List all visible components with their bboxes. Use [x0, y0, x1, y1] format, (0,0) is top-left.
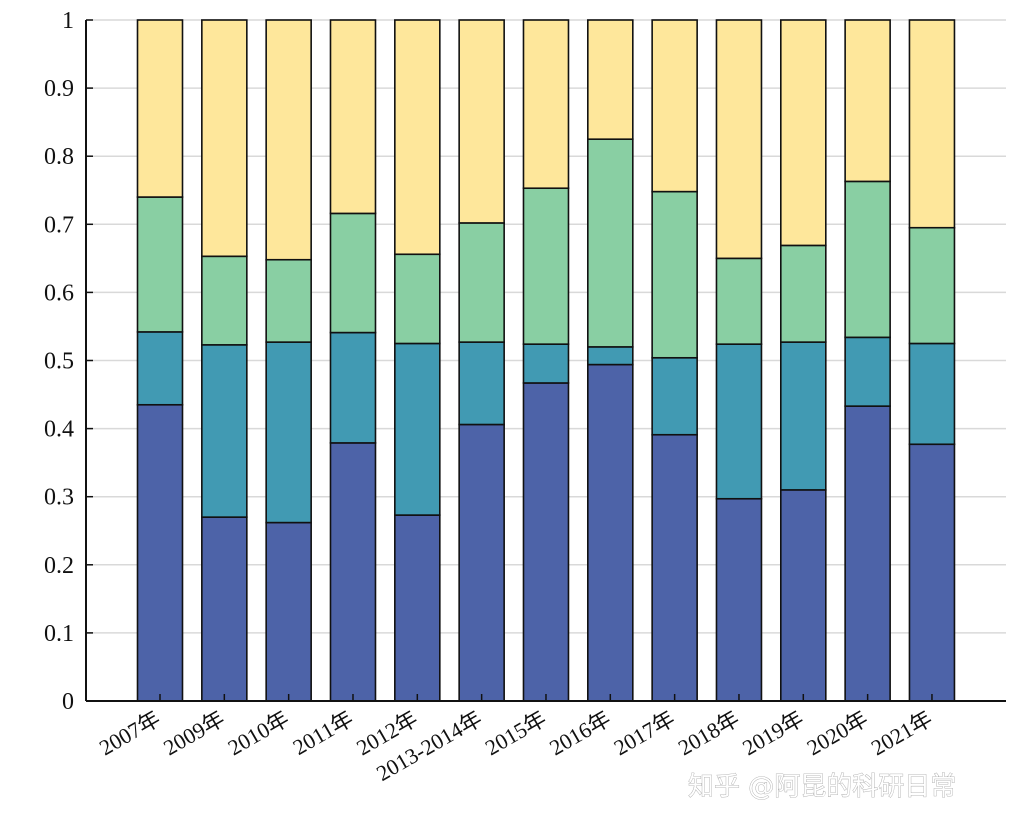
y-tick-label: 0.1: [44, 621, 74, 647]
bar-segment-series-4-10: [779, 19, 827, 247]
bar-segment-series-3-4: [394, 253, 441, 345]
bar-segment-series-3-8: [651, 190, 698, 359]
x-tick-label: 2009年: [159, 706, 229, 761]
bar-segment-series-2-9: [715, 343, 763, 500]
x-tick-label: 2007年: [95, 706, 165, 761]
bar-segment-series-2-3: [329, 331, 377, 444]
bar-segment-series-4-8: [651, 19, 698, 193]
y-tick-label: 0.3: [44, 485, 74, 511]
bar-segment-series-1-5: [458, 423, 505, 702]
x-tick-label: 2010年: [223, 706, 293, 761]
bar-segment-series-3-2: [265, 258, 312, 343]
bar-segment-series-1-7: [587, 363, 634, 702]
x-tick-label: 2018年: [674, 706, 744, 761]
x-tick-label: 2016年: [545, 706, 615, 761]
bar-segment-series-4-2: [265, 19, 312, 261]
bar-segment-series-3-9: [715, 257, 763, 345]
bar-segment-series-2-6: [522, 343, 570, 384]
bar-segment-series-1-9: [715, 497, 763, 702]
x-tick-label: 2019年: [738, 706, 808, 761]
bar-segment-series-2-5: [458, 341, 505, 426]
bars: [136, 19, 956, 702]
y-tick-label: 0.7: [44, 212, 74, 238]
bar-segment-series-1-2: [265, 521, 312, 702]
bar-segment-series-2-4: [394, 342, 441, 516]
y-tick-label: 0.9: [44, 76, 74, 102]
y-tick-label: 0.5: [44, 349, 74, 375]
bar-segment-series-2-8: [651, 356, 698, 436]
bar-segment-series-1-12: [908, 443, 956, 702]
bar-segment-series-3-1: [201, 255, 248, 346]
axes: [85, 19, 1006, 702]
bar-segment-series-1-3: [329, 442, 377, 702]
y-tick-label: 0.8: [44, 144, 74, 170]
bar-segment-series-3-3: [329, 212, 377, 334]
bar-segment-series-2-1: [201, 344, 248, 518]
bar-segment-series-1-8: [651, 433, 698, 702]
bar-segment-series-4-12: [908, 19, 956, 229]
y-tick-label: 1: [62, 8, 74, 34]
bar-segment-series-3-0: [136, 196, 184, 333]
bar-segment-series-2-2: [265, 341, 312, 524]
x-tick-label: 2017年: [609, 706, 679, 761]
bar-segment-series-3-10: [779, 244, 827, 343]
bar-segment-series-1-0: [136, 403, 184, 702]
bar-segment-series-3-12: [908, 226, 956, 345]
bar-segment-series-1-11: [844, 405, 891, 702]
bar-segment-series-4-3: [329, 19, 377, 215]
bar-segment-series-3-5: [458, 222, 505, 343]
y-tick-label: 0: [62, 689, 74, 715]
bar-segment-series-1-10: [779, 489, 827, 702]
x-tick-label: 2011年: [289, 706, 358, 760]
watermark-text: 知乎 @阿昆的科研日常: [688, 772, 956, 802]
y-tick-label: 0.4: [44, 417, 74, 443]
bar-segment-series-2-12: [908, 342, 956, 446]
bar-segment-series-2-10: [779, 341, 827, 491]
bar-segment-series-1-6: [522, 382, 570, 702]
y-tick-labels: 0 0.1 0.2 0.3 0.4 0.5 0.6 0.7 0.8 0.9 1: [44, 8, 74, 715]
bar-segment-series-4-0: [136, 19, 184, 198]
y-tick-label: 0.6: [44, 280, 74, 306]
bar-segment-series-4-1: [201, 19, 248, 258]
bar-segment-series-4-5: [458, 19, 505, 224]
bar-segment-series-2-7: [587, 346, 634, 366]
bar-segment-series-3-11: [844, 180, 891, 339]
bar-segment-series-4-4: [394, 19, 441, 256]
x-tick-label: 2021年: [867, 706, 937, 761]
bar-segment-series-2-11: [844, 336, 891, 407]
x-tick-label: 2020年: [802, 706, 872, 761]
bar-segment-series-2-0: [136, 331, 184, 406]
x-tick-label: 2015年: [481, 706, 551, 761]
bar-segment-series-4-11: [844, 19, 891, 183]
bar-segment-series-3-7: [587, 138, 634, 348]
bar-segment-series-1-1: [201, 516, 248, 702]
bar-segment-series-4-9: [715, 19, 763, 260]
bar-segment-series-4-7: [587, 19, 634, 140]
bar-segment-series-3-6: [522, 187, 570, 345]
bar-segment-series-4-6: [522, 19, 570, 190]
bar-segment-series-1-4: [394, 514, 441, 702]
y-tick-label: 0.2: [44, 553, 74, 579]
